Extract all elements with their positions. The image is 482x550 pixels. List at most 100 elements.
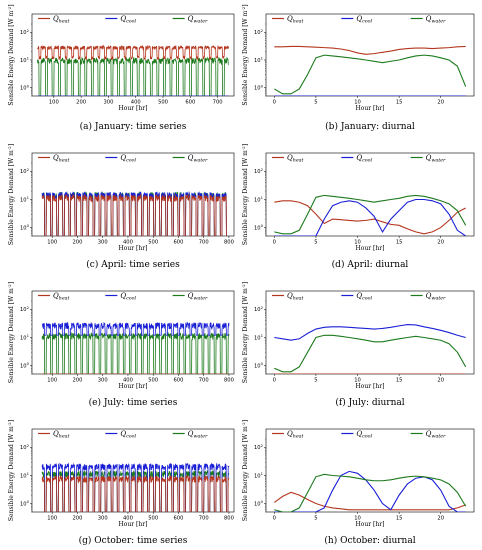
legend-main: Q [426,430,432,438]
x-axis-label: Hour [hr] [119,245,148,252]
series-line-water [41,331,230,374]
x-axis-label: Hour [hr] [356,245,385,252]
x-tick-label: 100 [47,378,57,384]
legend-sub: water [193,157,208,163]
y-tick-base: 10 [20,169,27,175]
y-axis-label: Sensible Energy Demand [W m-2] [241,144,249,245]
x-tick-label: 100 [47,240,57,246]
plot-area [274,45,467,96]
series-line-heat [41,474,230,512]
legend-label-cool: Qcool [120,292,136,302]
x-axis-label: Hour [hr] [356,383,385,390]
x-tick-label: 500 [148,516,158,522]
legend-label-water: Qwater [188,430,208,440]
x-axis-label: Hour [hr] [119,521,148,528]
y-label-sup: -2 [241,284,246,288]
y-tick-label: 100 [20,83,30,91]
x-tick-label: 200 [72,240,82,246]
y-label-main: Sensible Energy Demand [W m [242,288,249,383]
legend-main: Q [287,154,293,162]
legend-label-water: Qwater [426,15,446,25]
legend-main: Q [188,154,194,162]
series-line-cool [41,191,227,236]
legend-main: Q [120,292,126,300]
legend-main: Q [53,154,59,162]
y-tick-label: 101 [254,56,264,64]
legend-label-water: Qwater [188,292,208,302]
x-tick-label: 700 [213,100,223,106]
y-tick-exp: 2 [261,28,264,33]
x-tick-label: 200 [72,516,82,522]
y-label-end: ] [242,282,249,284]
axes-frame [31,13,235,97]
series-line-water [37,56,229,96]
legend-label-cool: Qcool [120,154,136,164]
x-tick-label: 0 [273,516,276,522]
plot-area [41,321,230,374]
y-tick-base: 10 [254,473,261,479]
legend-sub: cool [362,18,372,24]
x-tick-label: 300 [98,378,108,384]
y-label-sup: -2 [241,6,246,10]
legend-sub: cool [126,157,136,163]
axes-frame [31,152,235,237]
y-tick-base: 10 [20,85,27,91]
y-label-end: ] [8,144,15,146]
x-tick-label: 400 [131,100,141,106]
x-tick-label: 200 [76,100,86,106]
legend-label-water: Qwater [188,15,208,25]
legend-sub: water [193,295,208,301]
y-tick-exp: 2 [261,443,264,448]
y-tick-base: 10 [20,307,27,313]
y-tick-label: 102 [254,443,264,451]
legend-sub: water [431,433,446,439]
series-line-cool [274,198,466,236]
plot-area [274,323,467,374]
legend-main: Q [120,154,126,162]
plot-area [41,190,227,236]
y-tick-base: 10 [20,445,27,451]
series-line-heat [41,193,227,236]
y-tick-base: 10 [20,363,27,369]
y-tick-label: 100 [254,499,264,507]
x-tick-label: 100 [49,100,59,106]
y-label-sup: -2 [241,422,246,426]
legend-main: Q [53,292,59,300]
x-tick-label: 300 [103,100,113,106]
legend-sub: heat [59,433,70,439]
x-tick-label: 5 [314,516,317,522]
y-label-end: ] [8,4,15,6]
legend-label-heat: Qheat [287,15,304,25]
y-tick-label: 101 [254,333,264,341]
legend-label-cool: Qcool [356,430,372,440]
y-tick-exp: 2 [27,167,30,172]
series-line-water [274,194,467,235]
axes-frame [265,290,475,375]
panel-caption: (h) October: diurnal [324,535,415,546]
y-tick-exp: 1 [261,471,264,476]
legend-label-water: Qwater [426,292,446,302]
y-tick-exp: 0 [261,499,264,504]
y-tick-exp: 1 [261,56,264,61]
legend-sub: water [193,433,208,439]
legend-label-cool: Qcool [356,292,372,302]
legend-sub: heat [293,157,304,163]
y-axis-label: Sensible Energy Demand [W m-2] [7,282,15,383]
y-tick-base: 10 [254,30,261,36]
y-tick-label: 102 [20,305,30,313]
y-tick-label: 102 [254,305,264,313]
y-tick-base: 10 [20,30,27,36]
legend-sub: heat [59,157,70,163]
y-tick-exp: 1 [261,333,264,338]
y-tick-label: 100 [20,499,30,507]
y-tick-exp: 2 [261,305,264,310]
legend-sub: cool [362,157,372,163]
y-tick-exp: 0 [27,361,30,366]
x-tick-label: 10 [354,100,361,106]
legend-sub: cool [126,295,136,301]
legend-main: Q [426,154,432,162]
panel-caption: (f) July: diurnal [335,397,404,408]
x-tick-label: 5 [314,100,317,106]
y-tick-label: 101 [254,195,264,203]
